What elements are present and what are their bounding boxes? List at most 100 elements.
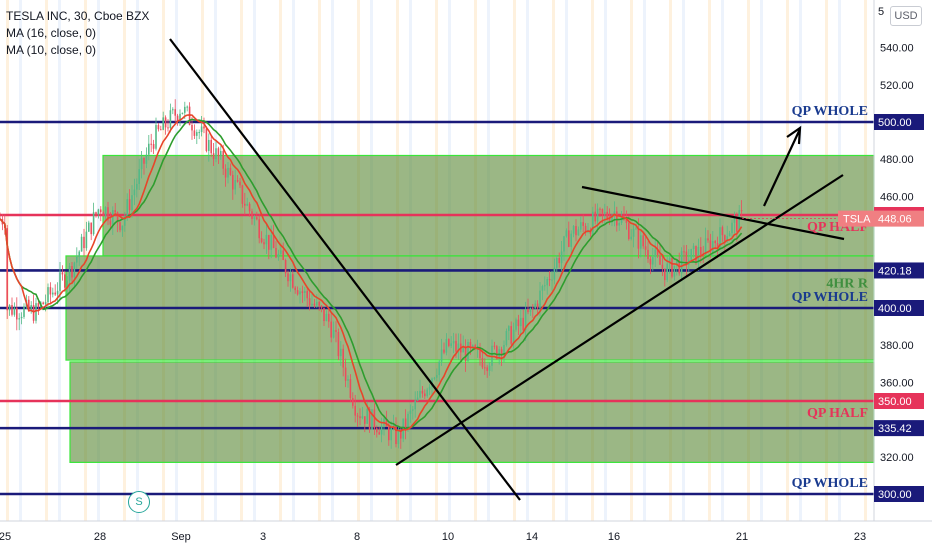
candle-body <box>32 305 35 321</box>
candle-body <box>580 222 582 230</box>
candle-body <box>472 345 474 348</box>
candle-body <box>436 375 438 378</box>
x-tick-Sep: Sep <box>171 531 191 543</box>
session-stripe <box>58 0 61 521</box>
candle-body <box>448 339 450 346</box>
candle-body <box>162 117 164 130</box>
candle-body <box>666 263 668 281</box>
candle-body <box>424 393 426 397</box>
candle-body <box>152 144 155 149</box>
price-tag-300.00 <box>874 486 924 502</box>
candle-body <box>548 278 551 281</box>
candle-body <box>397 430 400 445</box>
candle-body <box>107 207 109 221</box>
candle-body <box>294 287 296 291</box>
candle-body <box>652 257 654 265</box>
candle-body <box>661 264 664 269</box>
candle-body <box>649 259 652 265</box>
candle-body <box>222 150 224 169</box>
currency-button[interactable]: USD <box>890 6 922 26</box>
candle-body <box>544 285 546 287</box>
split-event-badge[interactable]: S <box>128 491 150 513</box>
candle-body <box>428 386 431 390</box>
candle-body <box>433 377 436 379</box>
candle-body <box>340 348 342 357</box>
candle-body <box>522 317 524 331</box>
price-tag-350.00 <box>874 393 924 409</box>
candle-body <box>469 342 472 348</box>
x-tick-28: 28 <box>94 531 106 543</box>
candle-body <box>193 130 196 136</box>
candle-body <box>373 409 376 429</box>
candle-body <box>313 303 316 306</box>
candle-body <box>344 367 347 381</box>
candle-body <box>452 340 455 344</box>
candle-body <box>700 247 702 255</box>
candle-body <box>248 203 251 212</box>
candle-body <box>736 217 738 232</box>
candle-body <box>61 272 64 275</box>
candle-body <box>553 267 556 280</box>
candle-body <box>628 222 630 240</box>
candle-body <box>368 409 371 430</box>
price-axis[interactable]: 5 540.00 520.00 480.00 460.00 380.00 360.00 320… <box>742 0 924 521</box>
candle-body <box>88 222 90 232</box>
candle-body <box>128 199 131 211</box>
y-tick-320.00: 320.00 <box>880 452 914 464</box>
candle-body <box>608 218 611 223</box>
candle-body <box>155 125 157 149</box>
candle-body <box>359 416 361 419</box>
candle-body <box>484 367 486 369</box>
candle-body <box>402 418 404 439</box>
candle-body <box>558 258 560 264</box>
candle-body <box>632 228 635 237</box>
candle-body <box>606 211 608 219</box>
candle-body <box>536 303 539 309</box>
candle-body <box>493 345 496 347</box>
ma16-legend[interactable]: MA (16, close, 0) <box>6 26 97 40</box>
x-tick-16: 16 <box>608 531 620 543</box>
candle-body <box>455 340 457 352</box>
candle-body <box>630 236 632 240</box>
candle-body <box>80 236 83 252</box>
time-axis[interactable]: 25 28 Sep 3 8 10 14 16 21 23 <box>0 520 932 543</box>
ma10-legend[interactable]: MA (10, close, 0) <box>6 43 97 57</box>
candle-body <box>719 227 721 250</box>
price-tag-335.42 <box>874 420 924 437</box>
candle-body <box>704 238 707 255</box>
candle-body <box>296 290 299 295</box>
candle-body <box>265 234 268 245</box>
candle-body <box>145 154 148 164</box>
candle-body <box>92 212 95 235</box>
candle-body <box>721 227 724 236</box>
candle-body <box>409 410 412 414</box>
annotation-400.00: QP WHOLE <box>792 290 868 305</box>
candle-body <box>380 425 383 435</box>
candle-body <box>517 319 520 327</box>
candle-body <box>726 236 728 242</box>
x-tick-23: 23 <box>854 531 866 543</box>
last-price-ticker: TSLA <box>843 214 871 226</box>
candle-body <box>64 274 66 288</box>
annotation-350.00: QP HALF <box>807 406 868 421</box>
candle-body <box>284 260 287 274</box>
x-tick-3: 3 <box>260 531 266 543</box>
candle-body <box>11 305 13 315</box>
candle-body <box>692 245 695 250</box>
candle-body <box>529 307 532 313</box>
candle-body <box>582 222 584 226</box>
candle-body <box>124 216 126 226</box>
candle-body <box>308 298 311 306</box>
zone-0 <box>102 154 875 257</box>
candle-body <box>236 180 239 182</box>
candle-body <box>683 251 685 253</box>
candle-body <box>109 220 112 225</box>
y-tick-460.00: 460.00 <box>880 191 914 203</box>
candle-body <box>66 280 68 288</box>
candle-body <box>491 345 493 366</box>
candle-body <box>49 287 52 295</box>
symbol-title[interactable]: TESLA INC, 30, Cboe BZX <box>6 9 150 23</box>
candle-body <box>388 426 390 441</box>
candle-body <box>205 128 208 151</box>
